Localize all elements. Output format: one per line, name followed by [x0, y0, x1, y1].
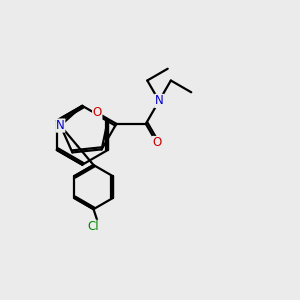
Text: N: N — [155, 94, 164, 107]
Text: N: N — [56, 119, 65, 132]
Text: O: O — [152, 136, 161, 149]
Text: Cl: Cl — [88, 220, 99, 233]
Text: O: O — [93, 106, 102, 119]
